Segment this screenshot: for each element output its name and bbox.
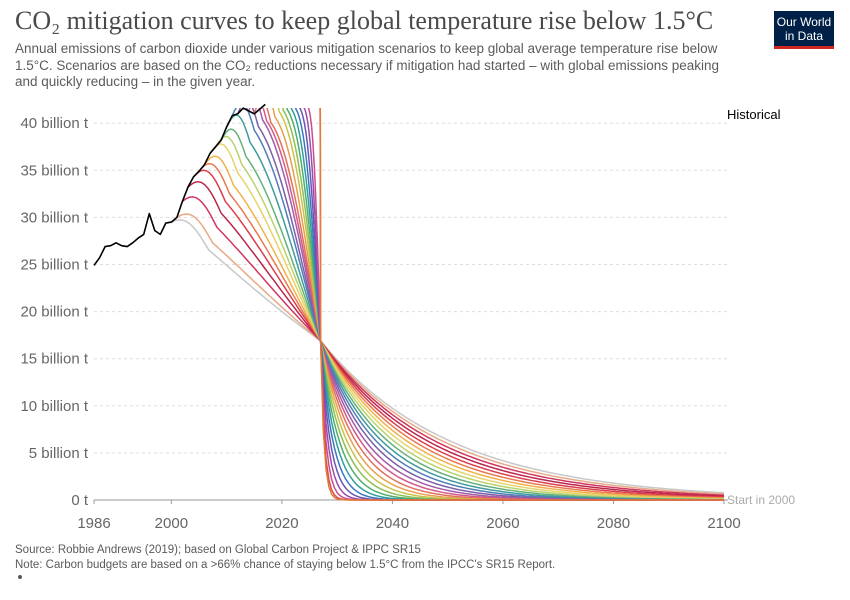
chart-title: CO₂ mitigation curves to keep global tem…	[15, 6, 714, 35]
scenario-line-2007	[209, 143, 725, 500]
scenario-line-2020	[290, 108, 724, 501]
y-tick-label: 20 billion t	[20, 304, 88, 321]
note-text: Note: Carbon budgets are based on a >66%…	[15, 559, 556, 571]
y-tick-label: 40 billion t	[20, 115, 88, 132]
scenario-line-2024	[307, 108, 724, 501]
scenario-line-2023	[303, 108, 724, 501]
y-tick-label: 35 billion t	[20, 162, 88, 179]
y-tick-label: 0 t	[71, 492, 89, 509]
scenario-line-2025	[319, 108, 724, 501]
chart-footer: Source: Robbie Andrews (2019); based on …	[15, 543, 555, 573]
chart-subtitle: Annual emissions of carbon dioxide under…	[15, 41, 720, 89]
scenario-end-label[interactable]: Start in 2000	[727, 493, 795, 507]
y-tick-label: 25 billion t	[20, 257, 88, 274]
scenario-line-2001	[176, 213, 725, 495]
scenario-line-2008	[214, 135, 724, 501]
source-text: Source: Robbie Andrews (2019); based on …	[15, 544, 421, 556]
scenario-line-2017	[277, 108, 724, 501]
historical-label[interactable]: Historical	[727, 107, 781, 122]
x-tick-label: 2020	[265, 515, 298, 532]
scenario-line-2021	[294, 108, 724, 501]
x-tick-label: 2000	[155, 515, 188, 532]
scenario-line-2019	[286, 108, 724, 501]
scenario-line-2022	[299, 108, 724, 501]
series-labels: Historical Start in 2000	[727, 107, 795, 507]
historical-line	[93, 103, 266, 266]
scenario-line-2026	[319, 108, 724, 501]
historical-series	[93, 103, 266, 266]
x-tick-label: 1986	[77, 515, 110, 532]
x-tick-label: 2100	[707, 515, 740, 532]
y-tick-label: 10 billion t	[20, 398, 88, 415]
scenario-line-2004	[192, 169, 725, 498]
y-tick-label: 30 billion t	[20, 209, 88, 226]
scenario-line-2012	[237, 108, 724, 501]
scenario-line-2000	[171, 219, 725, 494]
owid-logo-text: Our World in Data	[776, 15, 832, 43]
y-axis: 0 t 5 billion t 10 billion t 15 billion t 20…	[20, 115, 88, 509]
timeline-dot[interactable]	[18, 575, 22, 579]
scenario-line-2005	[198, 163, 725, 499]
owid-logo[interactable]: Our World in Data	[774, 11, 834, 49]
y-tick-label: 15 billion t	[20, 351, 88, 368]
scenario-line-2003	[187, 180, 725, 497]
x-axis: 1986 2000 2020 2040 2060 2080 2100	[77, 500, 741, 532]
scenario-line-2002	[181, 196, 725, 496]
x-tick-label: 2040	[376, 515, 409, 532]
scenario-line-2006	[203, 155, 725, 500]
x-tick-label: 2080	[597, 515, 630, 532]
x-tick-label: 2060	[486, 515, 519, 532]
y-tick-label: 5 billion t	[29, 445, 89, 462]
scenario-lines	[171, 108, 725, 501]
